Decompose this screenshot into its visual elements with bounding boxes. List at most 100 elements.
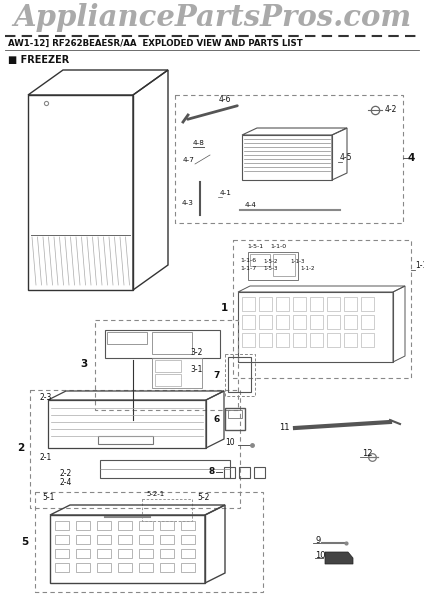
Bar xyxy=(155,374,181,386)
Bar xyxy=(310,315,323,329)
Bar xyxy=(98,436,153,444)
Bar xyxy=(160,535,174,544)
Bar xyxy=(97,563,111,572)
Bar xyxy=(76,549,90,558)
Bar xyxy=(55,535,69,544)
Bar xyxy=(181,563,195,572)
Bar xyxy=(152,358,202,388)
Bar xyxy=(139,549,153,558)
Text: 2-4: 2-4 xyxy=(60,478,73,487)
Bar xyxy=(276,297,289,311)
Bar xyxy=(293,333,306,347)
Text: 1-1-3: 1-1-3 xyxy=(290,259,304,264)
Bar xyxy=(76,563,90,572)
Bar xyxy=(160,521,174,530)
Bar xyxy=(327,315,340,329)
Bar xyxy=(310,333,323,347)
Text: 11: 11 xyxy=(279,424,290,433)
Text: 5-2-1: 5-2-1 xyxy=(146,491,164,497)
Bar xyxy=(259,333,272,347)
Bar xyxy=(276,333,289,347)
Bar xyxy=(242,333,255,347)
Text: 4-1: 4-1 xyxy=(220,190,232,196)
Bar xyxy=(55,563,69,572)
Text: 3-2: 3-2 xyxy=(190,348,202,357)
Text: 12: 12 xyxy=(362,449,373,458)
Text: 5: 5 xyxy=(21,537,28,547)
Text: 1-5-2: 1-5-2 xyxy=(263,259,277,264)
Text: 4-4: 4-4 xyxy=(245,202,257,208)
Text: 5-1: 5-1 xyxy=(42,493,54,502)
Bar xyxy=(259,315,272,329)
Bar xyxy=(228,357,251,392)
Text: 10: 10 xyxy=(225,438,234,447)
Bar xyxy=(160,549,174,558)
Text: 1-1-6: 1-1-6 xyxy=(240,258,256,263)
Text: 9: 9 xyxy=(315,536,320,545)
Bar xyxy=(344,315,357,329)
Bar xyxy=(238,292,393,362)
Text: 4-5: 4-5 xyxy=(340,153,352,162)
Text: 7: 7 xyxy=(214,370,220,379)
Bar xyxy=(175,95,403,223)
Text: 2-3: 2-3 xyxy=(40,393,53,402)
Text: 1-5-1: 1-5-1 xyxy=(247,244,263,249)
Bar xyxy=(30,390,240,508)
Bar xyxy=(118,563,132,572)
Bar xyxy=(107,332,147,344)
Text: ■ FREEZER: ■ FREEZER xyxy=(8,55,69,65)
Text: 2: 2 xyxy=(17,443,24,453)
Bar xyxy=(160,563,174,572)
Bar xyxy=(55,549,69,558)
Bar xyxy=(105,330,220,358)
Text: 1-1-0: 1-1-0 xyxy=(270,244,286,249)
Bar xyxy=(361,315,374,329)
Bar xyxy=(142,499,192,521)
Text: 4-2: 4-2 xyxy=(385,106,397,115)
Text: 1-1-7: 1-1-7 xyxy=(240,266,256,271)
Bar xyxy=(181,535,195,544)
Text: 3-1: 3-1 xyxy=(190,365,202,374)
Text: 2-2: 2-2 xyxy=(60,469,72,478)
Text: 4-6: 4-6 xyxy=(219,95,231,104)
Bar xyxy=(273,254,295,276)
Text: 1-1-2: 1-1-2 xyxy=(300,266,315,271)
Text: AppliancePartsPros.com: AppliancePartsPros.com xyxy=(13,4,411,32)
Bar xyxy=(139,563,153,572)
Text: AW1-12] RF262BEAESR/AA  EXPLODED VIEW AND PARTS LIST: AW1-12] RF262BEAESR/AA EXPLODED VIEW AND… xyxy=(8,38,303,47)
Bar xyxy=(344,333,357,347)
Bar xyxy=(224,467,235,478)
Bar xyxy=(361,297,374,311)
Bar xyxy=(181,549,195,558)
Text: 10: 10 xyxy=(315,551,326,560)
Bar xyxy=(152,332,192,354)
Bar xyxy=(181,521,195,530)
Bar xyxy=(139,535,153,544)
Bar xyxy=(242,135,332,180)
Text: 4-3: 4-3 xyxy=(181,200,193,206)
Bar xyxy=(239,467,250,478)
Text: 1-5-3: 1-5-3 xyxy=(263,266,277,271)
Bar xyxy=(225,408,245,430)
Bar xyxy=(118,549,132,558)
Bar xyxy=(50,515,205,583)
Bar xyxy=(327,333,340,347)
Bar xyxy=(225,354,255,396)
Bar xyxy=(95,320,238,410)
Bar xyxy=(55,521,69,530)
Bar xyxy=(118,521,132,530)
Polygon shape xyxy=(325,552,353,564)
Text: 2-1: 2-1 xyxy=(40,453,52,462)
Bar xyxy=(100,460,230,478)
Bar xyxy=(35,492,263,592)
Bar xyxy=(361,333,374,347)
Bar xyxy=(293,315,306,329)
Bar xyxy=(76,535,90,544)
Bar xyxy=(344,297,357,311)
Bar xyxy=(118,535,132,544)
Text: 1-1: 1-1 xyxy=(415,261,424,270)
Bar xyxy=(248,252,298,280)
Bar xyxy=(97,549,111,558)
Bar xyxy=(228,410,242,418)
Text: 4-8: 4-8 xyxy=(193,140,205,146)
